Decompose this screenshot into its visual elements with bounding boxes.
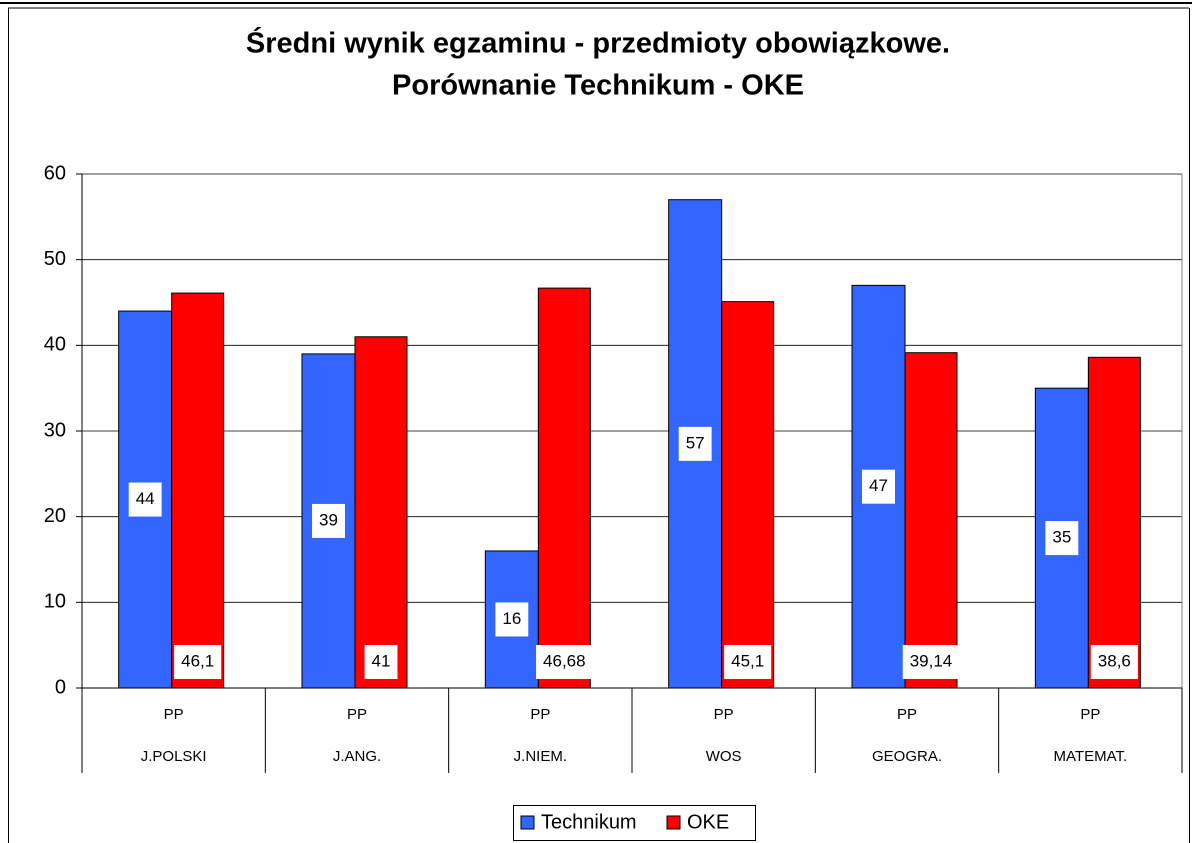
bar (171, 292, 225, 689)
legend-swatch (520, 815, 535, 830)
bar (1087, 356, 1141, 689)
data-label-box (902, 645, 960, 679)
x-subcategory-label: PP (897, 706, 917, 723)
data-label: 46,68 (543, 651, 586, 670)
data-label-box (1090, 645, 1138, 679)
y-tick-label: 10 (44, 591, 66, 613)
x-subcategory-label: PP (1080, 706, 1100, 723)
x-tick-label: J.NIEM. (514, 748, 567, 765)
data-label: 46,1 (181, 651, 214, 670)
data-label: 38,6 (1098, 651, 1131, 670)
data-label-box (1045, 521, 1079, 556)
data-label-box (678, 426, 712, 461)
bar (537, 287, 591, 689)
x-tick-label: MATEMAT. (1054, 748, 1128, 765)
legend-label: Technikum (541, 811, 637, 833)
bar (904, 352, 958, 689)
legend-box (513, 805, 756, 841)
data-label-box (495, 602, 529, 637)
x-subcategory-label: PP (530, 706, 550, 723)
data-label: 16 (502, 609, 521, 628)
y-tick-label: 20 (44, 505, 66, 527)
y-tick-label: 30 (44, 419, 66, 441)
y-tick-label: 60 (44, 162, 66, 184)
data-label-box (364, 645, 398, 679)
data-label: 39,14 (910, 651, 953, 670)
y-tick-label: 50 (44, 248, 66, 270)
data-label: 39 (319, 510, 338, 529)
data-label-box (128, 482, 162, 517)
data-label: 35 (1052, 528, 1071, 547)
data-label: 47 (869, 476, 888, 495)
data-label-box (536, 645, 593, 679)
x-subcategory-label: PP (714, 706, 734, 723)
bar (354, 336, 408, 689)
data-label-box (174, 645, 222, 679)
x-tick-label: GEOGRA. (872, 748, 942, 765)
x-tick-label: J.ANG. (333, 748, 381, 765)
x-subcategory-label: PP (164, 706, 184, 723)
legend-swatch (666, 815, 681, 830)
chart-title: Średni wynik egzaminu - przedmioty obowi… (246, 26, 950, 60)
data-label: 57 (686, 433, 705, 452)
y-tick-label: 40 (44, 334, 66, 356)
x-tick-label: WOS (706, 748, 742, 765)
chart-title: Porównanie Technikum - OKE (392, 70, 804, 102)
y-tick-label: 0 (55, 676, 66, 698)
data-label: 45,1 (731, 651, 764, 670)
data-label-box (862, 469, 895, 504)
x-subcategory-label: PP (347, 706, 367, 723)
bar (721, 301, 775, 689)
data-label: 44 (136, 489, 155, 508)
data-label: 41 (372, 651, 391, 670)
data-label-box (724, 645, 772, 679)
data-label-box (312, 503, 345, 538)
legend-label: OKE (687, 811, 729, 833)
x-tick-label: J.POLSKI (141, 748, 207, 765)
